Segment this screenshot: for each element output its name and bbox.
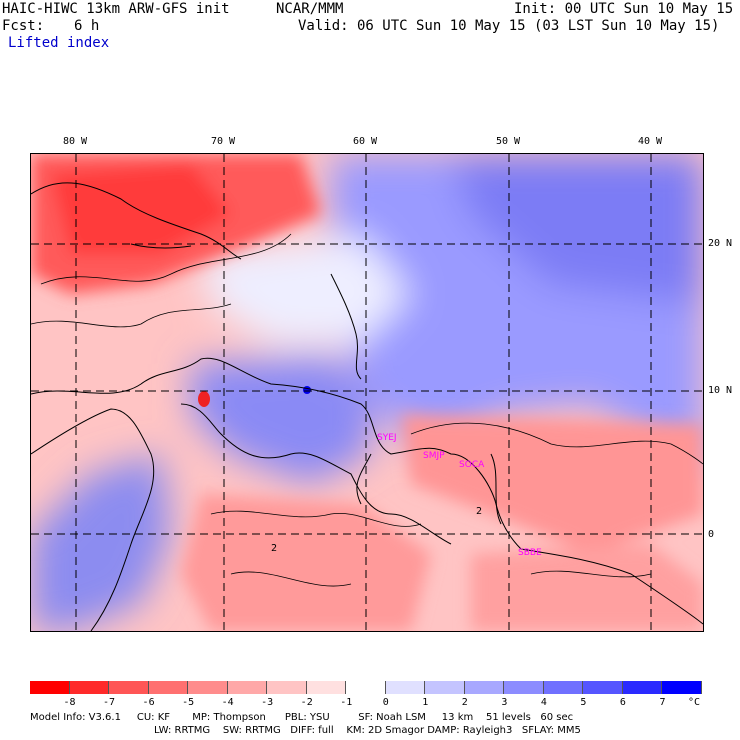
colorbar-tick-label: -4 <box>221 697 234 708</box>
colorbar-swatch <box>188 681 228 694</box>
positive-region-west <box>31 454 171 631</box>
colorbar-swatch <box>267 681 307 694</box>
lifted-index-map: 2 2 <box>30 153 704 632</box>
colorbar-tick-label: 0 <box>382 697 389 708</box>
model-title: HAIC-HIWC 13km ARW-GFS init <box>2 1 230 17</box>
colorbar-swatch <box>543 681 584 694</box>
lat-label: 0 <box>708 529 715 540</box>
colorbar-tick-label: -8 <box>63 697 76 708</box>
contour-label: 2 <box>271 543 277 554</box>
lon-label: 60 W <box>352 136 378 147</box>
colorbar-swatch <box>425 681 465 694</box>
forecast-label: Fcst: <box>2 18 45 34</box>
negative-spot <box>198 391 210 407</box>
colorbar-tick-label: 3 <box>501 697 508 708</box>
colorbar-tick-label: 5 <box>580 697 587 708</box>
lon-label: 80 W <box>62 136 88 147</box>
negative-region-sse <box>471 544 703 631</box>
colorbar-tick-label: -1 <box>340 697 353 708</box>
colorbar-swatch <box>306 681 347 694</box>
colorbar-swatch <box>148 681 189 694</box>
colorbar-tick-label: 1 <box>422 697 429 708</box>
graticule <box>31 154 703 631</box>
colorbar-swatch <box>583 681 623 694</box>
colorbar-tick-label: 2 <box>461 697 468 708</box>
colorbar-tick-label: -7 <box>103 697 116 708</box>
positive-spot <box>303 386 311 394</box>
negative-region-se <box>401 414 703 554</box>
colorbar-swatch <box>662 681 702 694</box>
colorbar-swatch <box>109 681 149 694</box>
colorbar-swatch <box>622 681 663 694</box>
coastlines <box>31 182 703 631</box>
colorbar-swatch <box>385 681 426 694</box>
lon-label: 40 W <box>637 136 663 147</box>
colorbar-swatch <box>227 681 268 694</box>
station-label: SYEJ <box>377 433 397 443</box>
map-canvas: 2 2 <box>31 154 703 631</box>
lon-label: 70 W <box>210 136 236 147</box>
lat-label: 20 N <box>708 238 733 249</box>
colorbar-swatch <box>346 681 386 694</box>
colorbar-tick-label: -2 <box>300 697 313 708</box>
negative-region-s <box>181 494 431 631</box>
colorbar-unit: °C <box>688 697 701 708</box>
neutral-region <box>201 234 411 344</box>
colorbar-tick-label: 4 <box>540 697 547 708</box>
contour-label: 2 <box>476 506 482 517</box>
lon-label: 50 W <box>495 136 521 147</box>
colorbar-tick-label: -5 <box>182 697 195 708</box>
station-label: SBBE <box>518 548 542 558</box>
colorbar-tick-label: 7 <box>659 697 666 708</box>
colorbar-swatch <box>504 681 544 694</box>
colorbar-swatch <box>30 681 70 694</box>
lat-label: 10 N <box>708 385 733 396</box>
init-time: Init: 00 UTC Sun 10 May 15 <box>514 1 734 17</box>
center-name: NCAR/MMM <box>276 1 344 17</box>
contours <box>31 233 703 587</box>
model-info-line2: LW: RRTMG SW: RRTMG DIFF: full KM: 2D Sm… <box>154 725 581 736</box>
field-name: Lifted index <box>8 35 110 51</box>
colorbar-tick-label: -3 <box>261 697 274 708</box>
colorbar-swatch <box>69 681 110 694</box>
valid-time: Valid: 06 UTC Sun 10 May 15 (03 LST Sun … <box>298 18 720 34</box>
colorbar-tick-label: -6 <box>142 697 155 708</box>
colorbar-swatch <box>464 681 505 694</box>
colorbar-tick-label: 6 <box>619 697 626 708</box>
positive-region-core <box>451 154 703 304</box>
station-label: SMJP <box>423 451 445 461</box>
positive-region-sea <box>191 354 371 484</box>
forecast-hours: 6 h <box>74 18 100 34</box>
model-info-line1: Model Info: V3.6.1 CU: KF MP: Thompson P… <box>30 712 574 723</box>
negative-core-nw <box>51 164 231 254</box>
station-label: SOCA <box>459 460 485 470</box>
